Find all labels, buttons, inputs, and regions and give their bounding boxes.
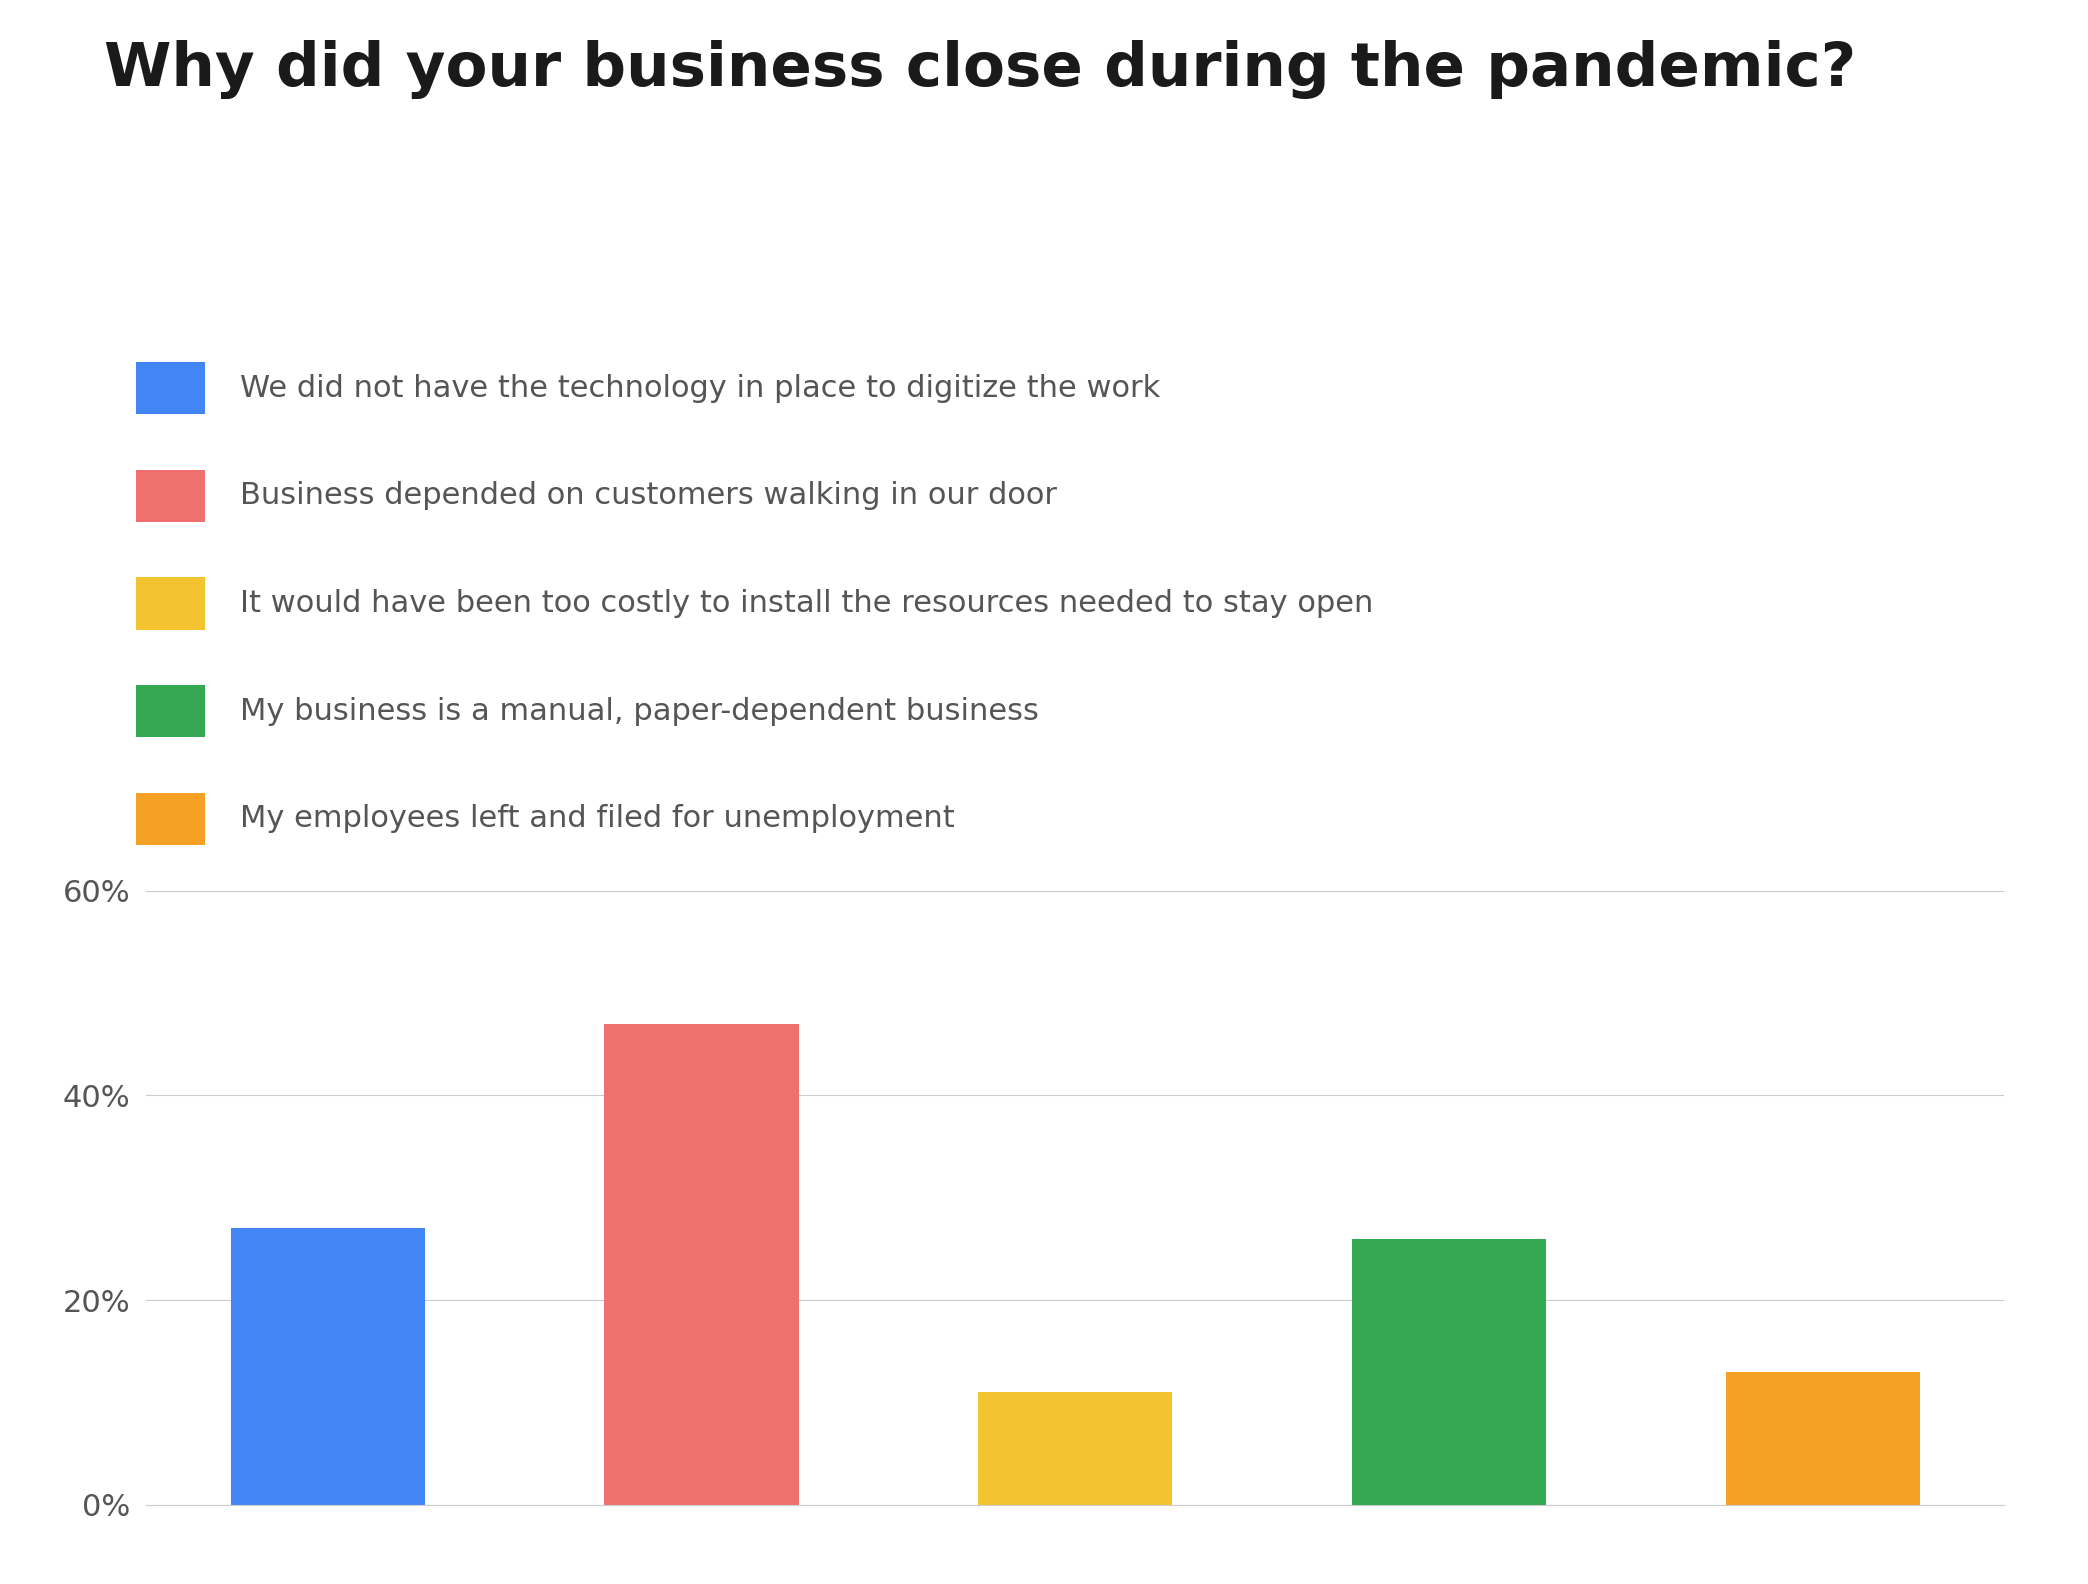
Text: My business is a manual, paper-dependent business: My business is a manual, paper-dependent… — [240, 697, 1040, 725]
Bar — [230, 1229, 426, 1505]
Bar — [603, 1023, 800, 1505]
Text: Why did your business close during the pandemic?: Why did your business close during the p… — [104, 40, 1856, 98]
Text: My employees left and filed for unemployment: My employees left and filed for unemploy… — [240, 805, 954, 833]
Text: Business depended on customers walking in our door: Business depended on customers walking i… — [240, 482, 1057, 510]
Text: We did not have the technology in place to digitize the work: We did not have the technology in place … — [240, 374, 1161, 402]
Bar — [977, 1392, 1173, 1505]
Bar — [1351, 1239, 1547, 1505]
Text: It would have been too costly to install the resources needed to stay open: It would have been too costly to install… — [240, 589, 1374, 618]
Bar — [1725, 1372, 1921, 1505]
